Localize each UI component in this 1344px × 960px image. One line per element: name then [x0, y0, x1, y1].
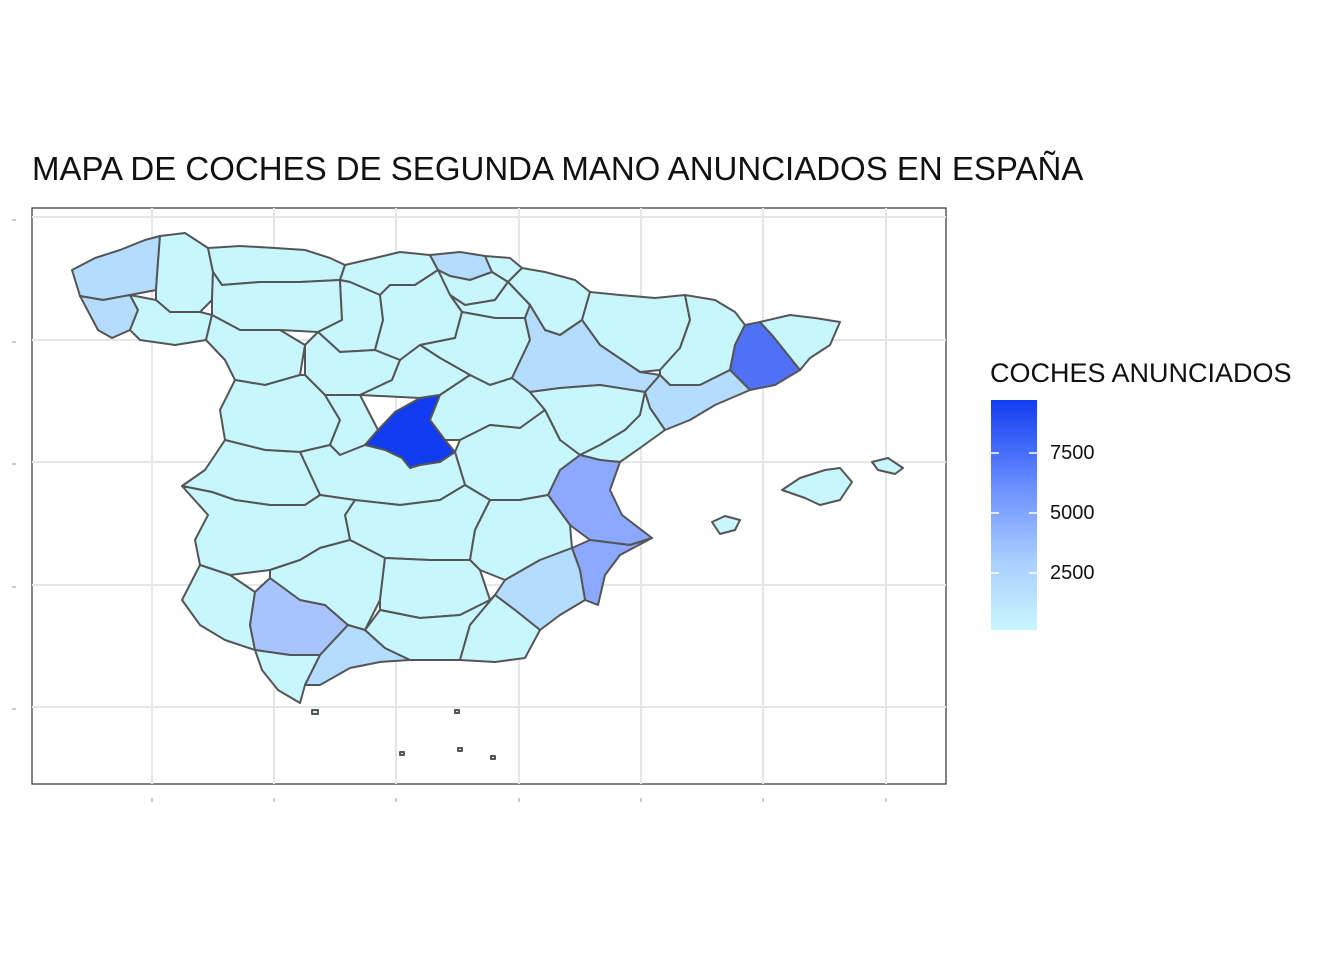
- legend-tick-2500: 2500: [1050, 562, 1095, 584]
- island-mallorca: [781, 467, 853, 506]
- province-lugo: [155, 232, 214, 313]
- province-girona: [759, 314, 841, 371]
- territory-melilla: [454, 709, 460, 714]
- territory-small-2: [457, 747, 463, 752]
- axis-ticks: [12, 219, 887, 802]
- territory-ceuta: [311, 709, 319, 715]
- territory-small-3: [490, 755, 496, 760]
- province-almeria: [459, 594, 541, 663]
- legend-title: COCHES ANUNCIADOS: [990, 358, 1292, 388]
- province-malaga: [304, 624, 411, 686]
- province-cadiz: [254, 649, 321, 704]
- island-menorca: [871, 457, 904, 475]
- legend-colorbar: [991, 400, 1037, 630]
- province-cordoba: [269, 539, 386, 631]
- legend-tick-marks: [991, 452, 1037, 574]
- island-ibiza: [711, 515, 741, 535]
- territory-small-1: [399, 751, 405, 756]
- legend-tick-7500: 7500: [1050, 442, 1095, 464]
- legend-tick-5000: 5000: [1050, 502, 1095, 524]
- map-title: MAPA DE COCHES DE SEGUNDA MANO ANUNCIADO…: [32, 150, 1084, 187]
